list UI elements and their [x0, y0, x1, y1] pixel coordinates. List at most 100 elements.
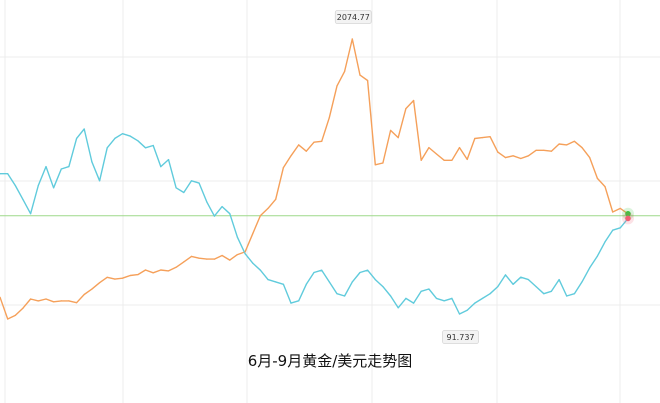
data-point	[581, 281, 583, 283]
data-point	[527, 279, 530, 281]
data-point	[543, 149, 545, 151]
data-point	[45, 166, 47, 168]
end-marker-1	[622, 212, 634, 225]
data-point	[167, 270, 170, 272]
data-point	[474, 137, 476, 140]
data-point	[275, 198, 277, 200]
data-point	[152, 144, 154, 147]
data-point	[382, 286, 384, 288]
data-point	[99, 282, 101, 284]
callouts: 2074.77 91.737	[334, 10, 479, 344]
end-marker-0	[622, 207, 634, 220]
data-point	[604, 186, 606, 188]
data-point	[83, 128, 85, 130]
series-lines	[0, 38, 629, 320]
data-point	[282, 283, 284, 285]
data-point	[160, 269, 162, 271]
data-point	[489, 293, 491, 295]
data-point	[282, 167, 284, 169]
data-point	[60, 168, 62, 170]
data-point	[390, 295, 392, 297]
data-point	[137, 274, 139, 276]
data-point	[428, 147, 430, 149]
data-point	[275, 281, 277, 283]
data-point	[221, 254, 223, 257]
data-point	[489, 136, 491, 138]
data-point	[190, 255, 193, 257]
data-point	[76, 302, 78, 304]
data-point	[321, 269, 323, 271]
data-point	[305, 150, 307, 152]
data-point	[359, 271, 361, 274]
data-point	[466, 309, 468, 311]
data-point	[37, 300, 39, 302]
data-point	[443, 300, 445, 302]
data-point	[213, 258, 215, 260]
data-point	[53, 187, 55, 189]
data-point	[328, 117, 330, 119]
data-point	[91, 161, 93, 163]
data-point	[0, 296, 1, 298]
data-point	[428, 288, 430, 290]
data-point	[573, 293, 576, 295]
data-point	[129, 135, 131, 137]
data-point	[382, 162, 384, 164]
data-point	[344, 70, 346, 72]
data-point	[573, 140, 576, 142]
data-point	[252, 262, 254, 264]
data-point	[581, 147, 583, 149]
data-point	[190, 180, 193, 182]
series-line-0	[0, 38, 629, 320]
data-point	[30, 213, 32, 215]
data-point	[198, 182, 200, 184]
data-point	[0, 173, 1, 175]
data-point	[474, 302, 476, 304]
data-point	[397, 137, 399, 139]
end-markers	[622, 207, 634, 225]
data-point	[22, 199, 24, 201]
data-point	[558, 143, 560, 145]
data-point	[7, 318, 9, 320]
data-point	[68, 300, 70, 302]
data-point	[37, 184, 39, 187]
data-point	[481, 137, 484, 139]
data-point	[7, 173, 9, 175]
data-point	[198, 257, 200, 259]
data-point	[435, 153, 438, 155]
data-point	[374, 279, 376, 281]
data-point	[589, 157, 591, 159]
data-point	[367, 79, 369, 82]
data-point	[351, 38, 353, 40]
data-point	[458, 313, 461, 315]
data-point	[259, 215, 261, 217]
data-point	[504, 157, 507, 159]
data-point	[604, 241, 606, 243]
data-point	[244, 251, 246, 253]
data-point	[152, 272, 154, 274]
data-point	[313, 141, 315, 143]
data-point	[435, 297, 438, 299]
data-point	[535, 149, 537, 151]
series-0-points	[0, 38, 629, 320]
data-point	[336, 293, 338, 295]
data-point	[497, 286, 499, 288]
data-point	[83, 293, 85, 296]
data-point	[137, 140, 139, 142]
data-point	[390, 129, 392, 131]
data-point	[106, 147, 108, 149]
data-point	[22, 307, 24, 309]
gold-high-label: 2074.77	[337, 13, 370, 22]
data-point	[328, 281, 330, 283]
series-1-points	[0, 128, 629, 315]
data-point	[106, 276, 108, 278]
data-point	[543, 293, 545, 295]
data-point	[160, 166, 162, 168]
end-marker-dot	[625, 215, 631, 222]
data-point	[619, 227, 621, 229]
data-point	[374, 164, 376, 166]
data-point	[99, 180, 101, 182]
data-point	[121, 133, 124, 135]
data-point	[298, 300, 300, 302]
data-point	[451, 159, 453, 161]
data-point	[14, 314, 16, 316]
